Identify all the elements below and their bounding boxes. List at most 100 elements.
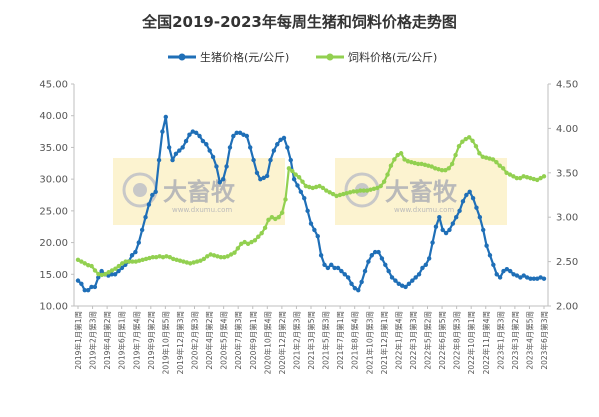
series-0-point [96,275,101,280]
series-1-point [490,157,496,162]
series-0-point [288,157,293,163]
series-1-point [347,190,353,195]
y-right-tick-label: 2.00 [556,302,578,313]
series-0-point [197,133,202,139]
series-0-point [251,157,256,163]
series-0-point [275,142,280,147]
series-1-point [188,261,193,266]
series-1-point [89,263,94,269]
series-0-point [241,132,246,137]
series-1-point [171,256,176,262]
series-0-point [393,278,398,283]
x-tick-label: 2022年1月第4周 [393,311,403,370]
series-0-point [508,268,513,274]
series-0-point [339,268,344,274]
legend-item-feed-price: 饲料价格(元/公斤) [316,50,437,64]
series-1-point [415,161,421,167]
series-1-point [497,163,502,168]
x-tick-label: 2019年7月第4周 [131,311,141,370]
series-1-point [164,254,169,259]
series-0-point [325,265,331,271]
series-0-point [315,234,320,239]
series-1-point [460,139,465,144]
series-1-point [439,167,445,173]
series-0-point [460,199,466,204]
y-right-tick-label: 3.50 [556,168,578,179]
series-1-point [320,185,326,191]
watermark-right-url: www.dxumu.com [394,206,454,214]
series-0-point [440,227,445,233]
series-1-point [133,259,139,264]
series-1-point [269,215,275,220]
series-1-point [300,179,305,184]
series-1-point [82,261,88,266]
series-1-point [150,254,156,260]
x-tick-label: 2020年5月第4周 [219,311,229,370]
series-0-point [410,278,415,283]
series-1-point [218,254,224,260]
x-tick-label: 2019年10月第5周 [160,311,170,374]
series-1-point [120,261,125,266]
series-0-point [109,272,114,277]
series-1-point [443,167,448,173]
series-1-point [310,185,315,191]
series-0-point [193,130,199,136]
series-1-point [395,152,400,158]
series-1-point [517,175,523,181]
series-0-point [403,284,408,290]
series-1-point [266,217,271,223]
series-1-point [103,271,108,277]
series-0-point [258,176,263,182]
series-0-point [484,243,489,248]
series-0-point [474,205,479,210]
series-1-point [381,179,387,184]
series-0-point [116,268,121,274]
series-0-point [268,157,273,163]
series-0-point [79,281,84,286]
series-1-point [511,174,516,179]
series-0-point [329,262,334,267]
series-1-point [351,189,356,194]
series-0-point [504,267,510,272]
x-tick-label: 2023年1月第3周 [495,311,505,370]
series-0-point [166,145,172,150]
legend-marker-pig-price [178,53,186,61]
series-0-point [396,281,401,286]
series-0-point [210,154,216,160]
series-0-point [217,180,223,185]
series-1-point [449,161,455,167]
series-1-point [79,259,84,264]
series-0-point [450,221,456,226]
series-0-point [153,189,158,195]
series-1-point [364,188,370,193]
series-1-point [470,138,475,144]
series-1-point [252,238,258,243]
series-1-point [480,154,485,160]
series-1-point [531,176,536,182]
series-1-point [184,260,190,265]
series-0-point [399,283,405,288]
x-tick-label: 2019年12月第3周 [175,311,185,374]
series-0-point [318,253,324,258]
series-0-point [177,148,182,153]
series-1-point [524,175,530,180]
series-0-point [379,256,385,261]
legend-label-feed-price: 饲料价格(元/公斤) [348,50,437,64]
series-0-point [143,215,148,220]
series-0-point [112,272,118,277]
x-tick-label: 2019年6月第1周 [117,311,127,370]
x-tick-label: 2022年5月第2周 [423,311,433,370]
series-0-point [173,151,179,156]
series-0-point [430,240,435,245]
series-1-point [409,159,414,165]
series-1-point [181,259,186,264]
series-0-point [322,262,327,267]
x-tick-label: 2021年12月第1周 [379,311,389,374]
series-0-point [470,195,476,201]
series-1-point [198,258,203,263]
series-0-point [514,273,520,278]
series-1-point [109,268,115,273]
y-left-tick-label: 35.00 [39,143,68,154]
series-0-point [406,281,412,286]
